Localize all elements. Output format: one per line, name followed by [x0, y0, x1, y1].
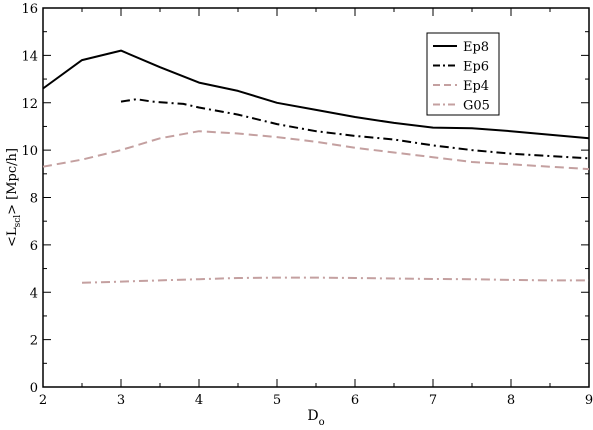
x-tick-label: 8 — [507, 393, 515, 408]
x-axis-label-main: D — [307, 408, 318, 424]
x-tick-label: 3 — [117, 393, 125, 408]
legend-label-g05: G05 — [463, 99, 490, 114]
x-tick-label: 5 — [273, 393, 281, 408]
legend-label-ep8: Ep8 — [463, 40, 489, 55]
plot-frame — [42, 7, 590, 388]
y-axis-label-post: > [Mpc/h] — [5, 148, 20, 215]
series-layer — [42, 49, 590, 284]
y-tick-label: 10 — [21, 144, 38, 159]
series-line-ep6 — [120, 98, 590, 160]
x-tick-label: 7 — [429, 393, 437, 408]
x-tick-label: 4 — [195, 393, 203, 408]
x-axis-label: Do — [307, 408, 324, 426]
y-tick-label: 0 — [30, 381, 38, 396]
y-axis-label-sub: scl — [13, 215, 23, 228]
series-line-ep4 — [42, 130, 590, 171]
y-tick-label: 8 — [30, 192, 38, 207]
y-tick-label: 12 — [21, 97, 38, 112]
series-line-ep8 — [42, 49, 590, 140]
legend: Ep8 Ep6 Ep4 G05 — [426, 32, 500, 116]
x-tick-label: 2 — [39, 393, 47, 408]
x-axis-label-sub: o — [319, 417, 325, 426]
y-axis-label-pre: <L — [5, 227, 20, 247]
legend-label-ep4: Ep4 — [463, 79, 489, 94]
y-axis-label: <Lscl> [Mpc/h] — [5, 148, 23, 247]
y-tick-label: 14 — [21, 49, 38, 64]
x-tick-label: 6 — [351, 393, 359, 408]
x-tick-label: 9 — [585, 393, 593, 408]
y-tick-label: 2 — [30, 334, 38, 349]
y-tick-label: 16 — [21, 2, 38, 17]
y-tick-label: 6 — [30, 239, 38, 254]
series-line-g05 — [81, 276, 589, 284]
y-tick-label: 4 — [30, 286, 38, 301]
legend-label-ep6: Ep6 — [463, 60, 489, 75]
